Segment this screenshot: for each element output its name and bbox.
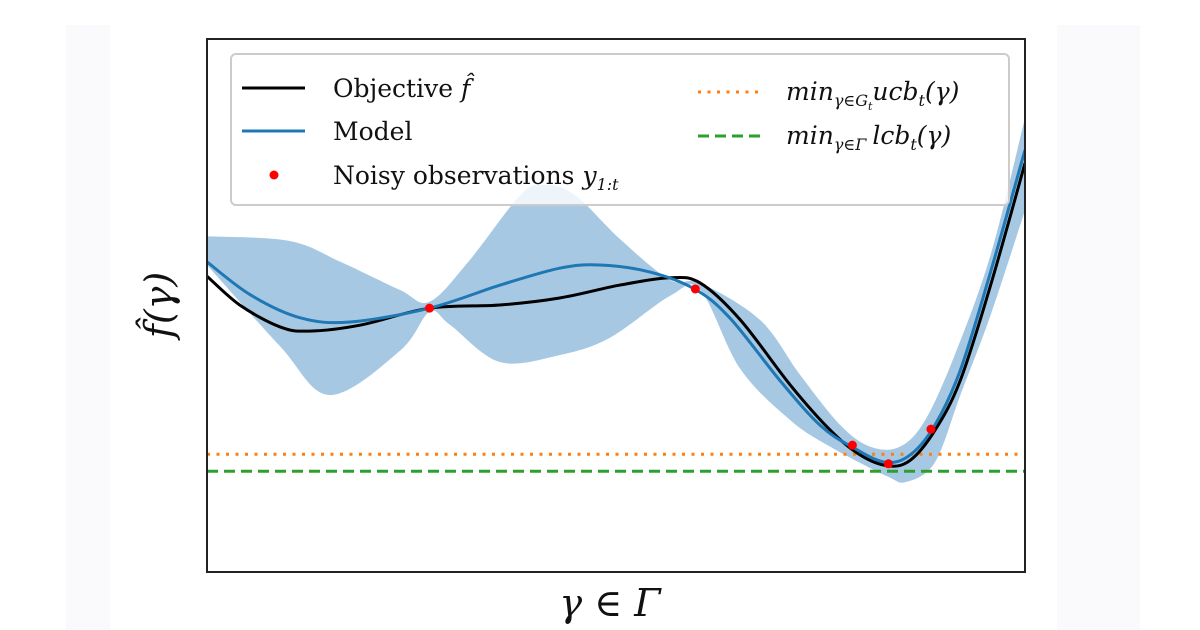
legend-model-label: Model	[333, 117, 412, 146]
legend-observation-label: Noisy observations y1:t	[333, 161, 619, 194]
legend: Objective f̂ Model Noisy observations y1…	[230, 53, 1010, 206]
legend-objective-label: Objective f̂	[333, 74, 475, 103]
background-panel-right	[1057, 25, 1140, 630]
legend-observation-marker	[269, 170, 279, 180]
legend-ucb-label: minγ∈Gtucbt(γ)	[786, 77, 959, 113]
observation-point	[847, 440, 857, 450]
legend-lcb-label: minγ∈Γ lcbt(γ)	[786, 121, 951, 154]
legend-box	[230, 53, 1010, 206]
confidence-band	[207, 117, 1025, 483]
y-axis-label: f̂(γ)	[136, 272, 181, 341]
observations	[424, 284, 936, 469]
x-axis-label: γ ∈ Γ	[559, 581, 662, 625]
observation-point	[424, 303, 434, 313]
background-panel-left	[66, 25, 110, 630]
observation-point	[883, 459, 893, 469]
plot-area	[207, 117, 1025, 483]
observation-point	[926, 424, 936, 434]
observation-point	[690, 284, 700, 294]
plot-frame	[206, 38, 1026, 573]
model-line	[207, 149, 1025, 465]
